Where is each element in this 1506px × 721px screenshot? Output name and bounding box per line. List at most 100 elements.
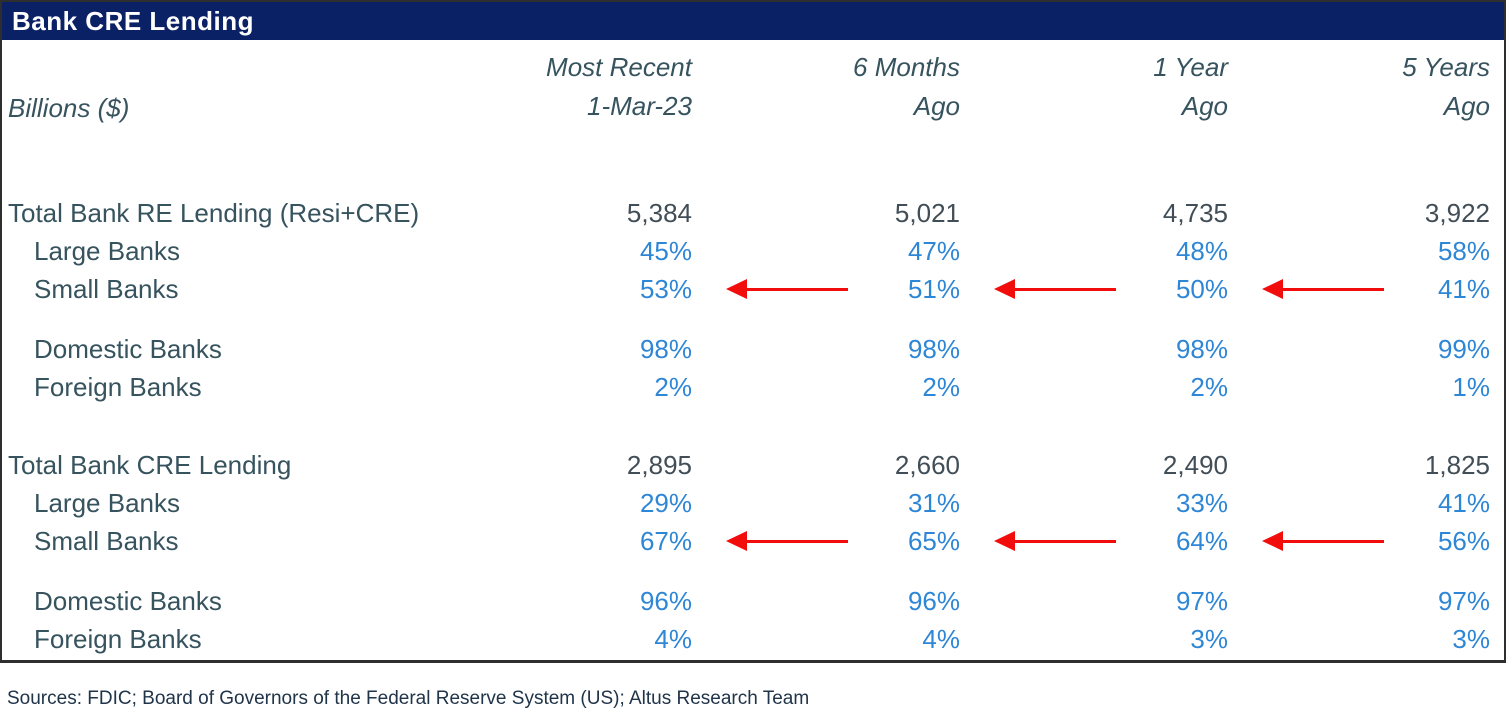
column-header-line1: 5 Years [1402,52,1490,82]
table-title-bar: Bank CRE Lending [2,2,1504,40]
cell-value: 3% [1190,624,1228,654]
cell-value: 67% [639,526,692,556]
cell-value: 4,735 [1162,198,1228,228]
cell-value: 96% [907,586,960,616]
left-arrow-icon [1262,279,1384,299]
row-group: Domestic Banks 98% 98% 98% 99% Foreign Banks 2… [2,330,1504,406]
value-cell: 50% [968,270,1236,308]
cell-value: 3,922 [1424,198,1490,228]
cell-value: 56% [1437,526,1490,556]
row-label: Large Banks [34,236,180,266]
value-cell: 1,825 [1236,446,1504,484]
cell-value: 2,490 [1162,450,1228,480]
value-cell: 48% [968,232,1236,270]
row-group: Total Bank CRE Lending 2,895 2,660 2,490 1,8… [2,446,1504,560]
value-cell: 53% [432,270,700,308]
cell-value: 5,021 [894,198,960,228]
table-row: Foreign Banks 2% 2% 2% 1% [2,368,1504,406]
unit-label-cell: Billions ($) [2,48,432,126]
cell-value: 50% [1175,274,1228,304]
table-row: Large Banks 45% 47% 48% 58% [2,232,1504,270]
cell-value: 5,384 [626,198,692,228]
value-cell: 33% [968,484,1236,522]
cell-value: 47% [907,236,960,266]
cell-value: 2% [922,372,960,402]
column-header-line2: 1-Mar-23 [586,91,692,121]
value-cell: 5,384 [432,194,700,232]
value-cell: 98% [968,330,1236,368]
value-cell: 2,490 [968,446,1236,484]
unit-label: Billions ($) [8,93,130,123]
table-row: Domestic Banks 98% 98% 98% 99% [2,330,1504,368]
cell-value: 45% [639,236,692,266]
column-header-3: 1 Year Ago [968,48,1236,126]
value-cell: 4% [700,620,968,658]
cell-value: 53% [639,274,692,304]
left-arrow-icon [726,279,848,299]
value-cell: 96% [700,582,968,620]
value-cell: 3% [968,620,1236,658]
cell-value: 98% [907,334,960,364]
value-cell: 64% [968,522,1236,560]
row-group: Total Bank RE Lending (Resi+CRE) 5,384 5,0… [2,194,1504,308]
value-cell: 97% [968,582,1236,620]
value-cell: 2% [700,368,968,406]
column-header-line2: Ago [913,91,960,121]
cell-value: 2,895 [626,450,692,480]
cell-value: 98% [639,334,692,364]
value-cell: 2,660 [700,446,968,484]
cell-value: 65% [907,526,960,556]
table-title: Bank CRE Lending [12,5,255,36]
cell-value: 97% [1175,586,1228,616]
value-cell: 56% [1236,522,1504,560]
column-header-line2: Ago [1443,91,1490,121]
source-note: Sources: FDIC; Board of Governors of the… [7,688,810,709]
cell-value: 29% [639,488,692,518]
cell-value: 51% [907,274,960,304]
value-cell: 65% [700,522,968,560]
left-arrow-icon [1262,531,1384,551]
cell-value: 4% [922,624,960,654]
table-row: Total Bank RE Lending (Resi+CRE) 5,384 5,0… [2,194,1504,232]
value-cell: 4,735 [968,194,1236,232]
row-label: Large Banks [34,488,180,518]
cell-value: 2% [1190,372,1228,402]
row-label: Domestic Banks [34,586,222,616]
left-arrow-icon [726,531,848,551]
table-row: Small Banks 53% 51% 50% 41% [2,270,1504,308]
left-arrow-icon [994,531,1116,551]
row-label: Total Bank CRE Lending [8,450,292,480]
row-group: Domestic Banks 96% 96% 97% 97% Foreign Banks 4… [2,582,1504,658]
value-cell: 3% [1236,620,1504,658]
cell-value: 1% [1452,372,1490,402]
value-cell: 31% [700,484,968,522]
cell-value: 3% [1452,624,1490,654]
value-cell: 99% [1236,330,1504,368]
column-header-row: Billions ($) Most Recent 1-Mar-23 6 Months… [2,40,1504,126]
row-label: Domestic Banks [34,334,222,364]
value-cell: 2% [968,368,1236,406]
row-label: Small Banks [34,274,179,304]
table-row: Domestic Banks 96% 96% 97% 97% [2,582,1504,620]
value-cell: 41% [1236,270,1504,308]
cell-value: 64% [1175,526,1228,556]
value-cell: 45% [432,232,700,270]
column-header-line1: 6 Months [853,52,960,82]
value-cell: 2,895 [432,446,700,484]
bank-cre-lending-table: Bank CRE Lending Billions ($) Most Recen… [0,0,1506,663]
cell-value: 48% [1175,236,1228,266]
value-cell: 67% [432,522,700,560]
value-cell: 96% [432,582,700,620]
column-header-1: Most Recent 1-Mar-23 [432,48,700,126]
value-cell: 1% [1236,368,1504,406]
cell-value: 97% [1437,586,1490,616]
value-cell: 47% [700,232,968,270]
row-label: Total Bank RE Lending (Resi+CRE) [8,198,420,228]
value-cell: 58% [1236,232,1504,270]
value-cell: 97% [1236,582,1504,620]
cell-value: 41% [1437,274,1490,304]
column-header-line2: Ago [1181,91,1228,121]
cell-value: 33% [1175,488,1228,518]
value-cell: 29% [432,484,700,522]
